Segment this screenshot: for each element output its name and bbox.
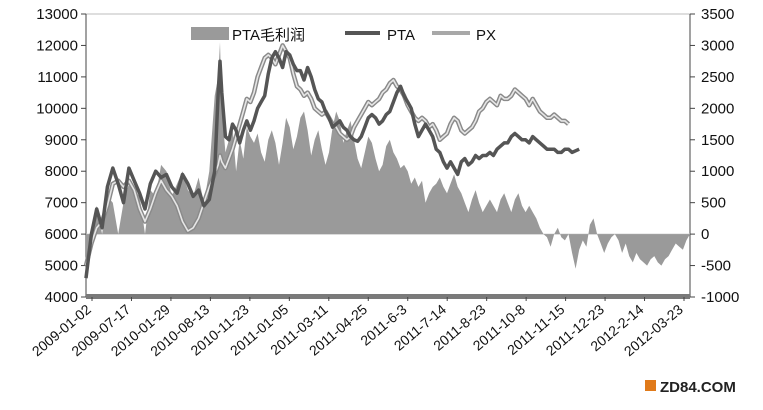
right-tick-label: 1000 (701, 163, 734, 180)
legend-label-pta: PTA (387, 27, 415, 44)
left-tick-label: 13000 (36, 6, 78, 23)
left-tick-label: 12000 (36, 37, 78, 54)
bottom-baseline-band (86, 294, 690, 299)
legend: PTA毛利润 PTA PX (191, 27, 496, 44)
right-tick-label: 0 (701, 226, 709, 243)
series-area-pta-margin (86, 42, 690, 272)
right-tick-label: 500 (701, 195, 726, 212)
left-tick-label: 6000 (45, 226, 78, 243)
right-tick-label: 3000 (701, 37, 734, 54)
right-tick-label: 2500 (701, 69, 734, 86)
right-tick-label: 1500 (701, 132, 734, 149)
series-line-pta (84, 49, 580, 279)
price-line-series (83, 43, 580, 279)
watermark-badge (645, 380, 656, 391)
left-tick-label: 5000 (45, 258, 78, 275)
watermark-text: ZD84.COM (660, 379, 736, 396)
left-tick-label: 9000 (45, 132, 78, 149)
left-tick-label: 7000 (45, 195, 78, 212)
series-line-px (85, 44, 570, 266)
legend-swatch-pta-margin (191, 27, 229, 40)
pta-margin-area-series (86, 42, 690, 272)
legend-label-px: PX (476, 27, 496, 44)
left-tick-label: 10000 (36, 100, 78, 117)
left-tick-label: 4000 (45, 289, 78, 306)
right-tick-label: -1000 (701, 289, 739, 306)
left-tick-label: 8000 (45, 163, 78, 180)
right-tick-label: 2000 (701, 100, 734, 117)
legend-label-pta-margin: PTA毛利润 (232, 27, 305, 44)
right-tick-label: -500 (701, 258, 731, 275)
watermark: ZD84.COM (645, 379, 736, 396)
right-tick-label: 3500 (701, 6, 734, 23)
left-tick-label: 11000 (37, 69, 78, 86)
